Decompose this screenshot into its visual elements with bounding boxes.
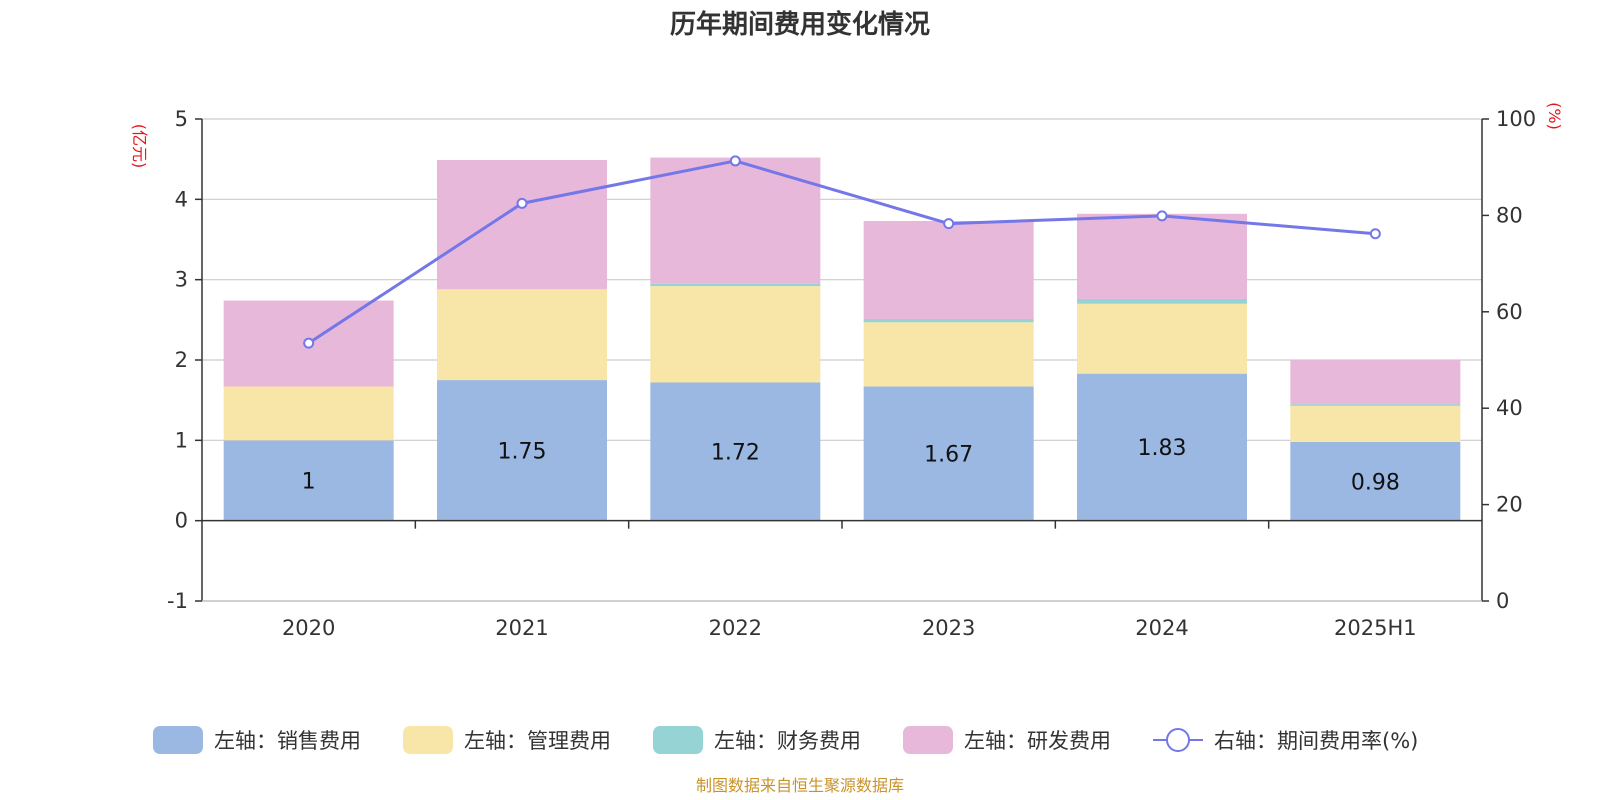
- category-label: 2025H1: [1334, 616, 1417, 640]
- legend-item: 左轴：管理费用: [403, 726, 611, 754]
- category-label: 2024: [1135, 616, 1188, 640]
- axes: 5 4 3 2 1 0 -1 100 80 60 40 20 0 2020 2021 2022 2023 2024…: [167, 107, 1536, 640]
- bar-segment-2: [1077, 303, 1247, 374]
- bar-segment-3: [650, 283, 821, 287]
- bars: [223, 157, 1461, 521]
- legend-item: 左轴：销售费用: [153, 726, 361, 754]
- bar-segment-1: [437, 380, 607, 521]
- legend-label: 左轴：财务费用: [714, 729, 861, 753]
- bar-segment-2: [223, 386, 394, 441]
- legend-marker: [1166, 728, 1190, 752]
- bar-segment-1: [1077, 373, 1247, 521]
- rate-point: [1369, 228, 1381, 240]
- right-tick-label: 0: [1496, 589, 1509, 613]
- bar-segment-3: [1290, 404, 1461, 406]
- bar-segment-2: [650, 286, 821, 383]
- left-tick-label: 5: [175, 107, 188, 131]
- right-tick-label: 80: [1496, 203, 1523, 227]
- left-tick-label: 1: [175, 428, 188, 452]
- rate-point: [1156, 210, 1168, 222]
- bar-value-label: 0.98: [1351, 470, 1400, 495]
- legend-swatch: [403, 726, 453, 754]
- rate-point: [516, 197, 528, 209]
- legend-label: 左轴：研发费用: [964, 729, 1111, 753]
- bar-value-label: 1.67: [924, 443, 973, 468]
- bar-segment-4: [1077, 213, 1247, 299]
- rate-line-path: [307, 159, 1376, 345]
- chart-title: 历年期间费用变化情况: [670, 9, 930, 40]
- left-tick-label: 4: [175, 187, 188, 211]
- left-axis-unit: (亿元): [130, 124, 149, 169]
- legend-item: 右轴：期间费用率(%): [1153, 728, 1418, 753]
- bar-segment-4: [863, 221, 1034, 320]
- category-label: 2020: [282, 616, 335, 640]
- bar-segment-4: [1290, 360, 1461, 405]
- legend-item: 左轴：财务费用: [653, 726, 861, 754]
- bar-segment-1: [650, 382, 821, 521]
- bar-segment-1: [863, 386, 1034, 521]
- bar-value-label: 1: [302, 470, 316, 495]
- right-tick-label: 100: [1496, 107, 1536, 131]
- bar-segment-3: [863, 319, 1034, 323]
- category-label: 2021: [495, 616, 548, 640]
- right-tick-label: 20: [1496, 493, 1523, 517]
- legend-swatch: [153, 726, 203, 754]
- right-tick-label: 40: [1496, 396, 1523, 420]
- bar-segment-2: [863, 322, 1034, 387]
- bar-value-label: 1.72: [711, 441, 760, 466]
- left-tick-label: 3: [175, 268, 188, 292]
- legend-swatch: [903, 726, 953, 754]
- bar-segment-1: [223, 440, 394, 521]
- category-label: 2022: [709, 616, 762, 640]
- bar-segment-4: [650, 157, 821, 284]
- rate-point: [729, 155, 741, 167]
- rate-line: [303, 155, 1381, 349]
- legend-label: 左轴：销售费用: [214, 729, 361, 753]
- legend-swatch: [653, 726, 703, 754]
- legend-item: 左轴：研发费用: [903, 726, 1111, 754]
- legend: 左轴：销售费用 左轴：管理费用 左轴：财务费用 左轴：研发费用 右轴：期间费用率(%): [153, 726, 1418, 754]
- bar-segment-1: [1290, 441, 1461, 521]
- bar-segment-3: [1077, 298, 1247, 304]
- bar-segment-2: [437, 289, 607, 381]
- rate-point: [943, 218, 955, 230]
- bar-value-label: 1.75: [498, 439, 547, 464]
- bar-labels: 1 1.75 1.72 1.67 1.83 0.98: [302, 436, 1400, 495]
- left-tick-label: 2: [175, 348, 188, 372]
- bar-value-label: 1.83: [1138, 436, 1187, 461]
- category-label: 2023: [922, 616, 975, 640]
- legend-label: 左轴：管理费用: [464, 729, 611, 753]
- right-axis-unit: (%): [1545, 102, 1564, 130]
- legend-label: 右轴：期间费用率(%): [1214, 729, 1418, 753]
- bar-segment-4: [437, 159, 607, 290]
- left-tick-label: 0: [175, 509, 188, 533]
- rate-point: [303, 337, 315, 349]
- left-tick-label: -1: [167, 589, 188, 613]
- bar-segment-2: [1290, 405, 1461, 442]
- source-note: 制图数据来自恒生聚源数据库: [696, 776, 904, 795]
- right-tick-label: 60: [1496, 300, 1523, 324]
